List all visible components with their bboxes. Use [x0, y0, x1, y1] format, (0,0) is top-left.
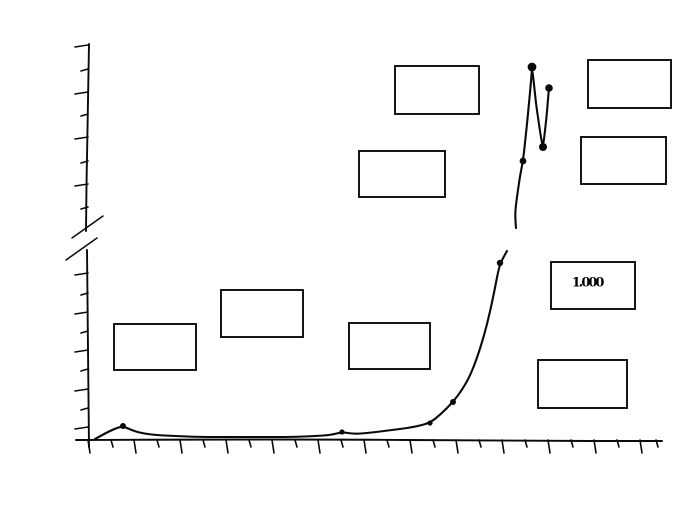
y-axis-tick: [74, 388, 89, 392]
x-axis-tick: [639, 439, 643, 454]
x-axis-tick: [547, 439, 551, 454]
y-axis-tick: [74, 183, 89, 187]
annotation-box: [537, 359, 628, 409]
y-axis-tick: [80, 113, 89, 117]
annotation-box: [358, 150, 446, 198]
data-point-marker: [450, 399, 456, 405]
annotation-box: [348, 322, 431, 370]
data-point-marker: [427, 420, 433, 426]
data-point-marker: [339, 429, 345, 435]
x-axis-tick: [386, 439, 390, 448]
x-axis-tick: [432, 439, 436, 448]
y-axis-tick: [74, 136, 89, 140]
y-axis-tick: [74, 426, 89, 430]
annotation-box-value: [550, 261, 636, 310]
y-axis-upper-segment: [85, 43, 90, 232]
x-axis-tick: [156, 439, 160, 448]
x-axis-tick: [202, 439, 206, 448]
annotation-box: [113, 323, 197, 371]
x-axis-tick: [294, 439, 298, 448]
x-axis: [75, 438, 663, 442]
y-axis-tick: [80, 206, 89, 210]
data-point-marker: [539, 143, 547, 151]
annotation-box: [394, 65, 480, 115]
x-axis-tick: [133, 439, 137, 454]
x-axis-tick: [478, 439, 482, 448]
data-point-marker: [527, 62, 537, 72]
annotation-box: [587, 59, 672, 109]
x-axis-tick: [87, 439, 91, 454]
data-point-marker: [519, 157, 527, 165]
data-point-marker: [496, 259, 504, 267]
x-axis-tick: [340, 439, 344, 448]
x-axis-tick: [248, 439, 252, 448]
x-axis-tick: [655, 439, 659, 448]
growth-curve-lower-segment: [93, 249, 509, 441]
y-axis-tick: [74, 44, 89, 48]
y-axis-tick: [74, 311, 89, 315]
y-axis-tick: [80, 330, 89, 334]
x-axis-tick: [317, 439, 321, 454]
x-axis-tick: [455, 439, 459, 454]
y-axis-lower-segment: [86, 249, 90, 448]
x-axis-tick: [616, 439, 620, 448]
data-point-marker: [120, 423, 126, 429]
y-axis-tick: [80, 68, 89, 72]
x-axis-tick: [570, 439, 574, 448]
x-axis-tick: [179, 439, 183, 454]
x-axis-tick: [110, 439, 114, 448]
y-axis-break-slash: [71, 215, 104, 239]
y-axis-tick: [80, 160, 89, 164]
x-axis-tick: [271, 439, 275, 454]
y-axis-tick: [80, 292, 89, 296]
growth-curve-upper-segment: [514, 69, 551, 230]
data-point-marker: [545, 84, 553, 92]
y-axis-tick: [80, 368, 89, 372]
x-axis-tick: [524, 439, 528, 448]
x-axis-tick: [363, 439, 367, 454]
annotation-box: [580, 136, 667, 185]
y-axis-break-slash: [65, 237, 98, 261]
y-axis-tick: [74, 91, 89, 95]
annotation-box-label: 1.000: [572, 275, 605, 290]
x-axis-tick: [593, 439, 597, 454]
x-axis-tick: [501, 439, 505, 454]
y-axis-tick: [80, 407, 89, 411]
x-axis-tick: [409, 439, 413, 454]
x-axis-tick: [225, 439, 229, 454]
y-axis-tick: [74, 349, 89, 353]
y-axis-tick: [74, 272, 89, 276]
annotation-box: [220, 289, 304, 338]
